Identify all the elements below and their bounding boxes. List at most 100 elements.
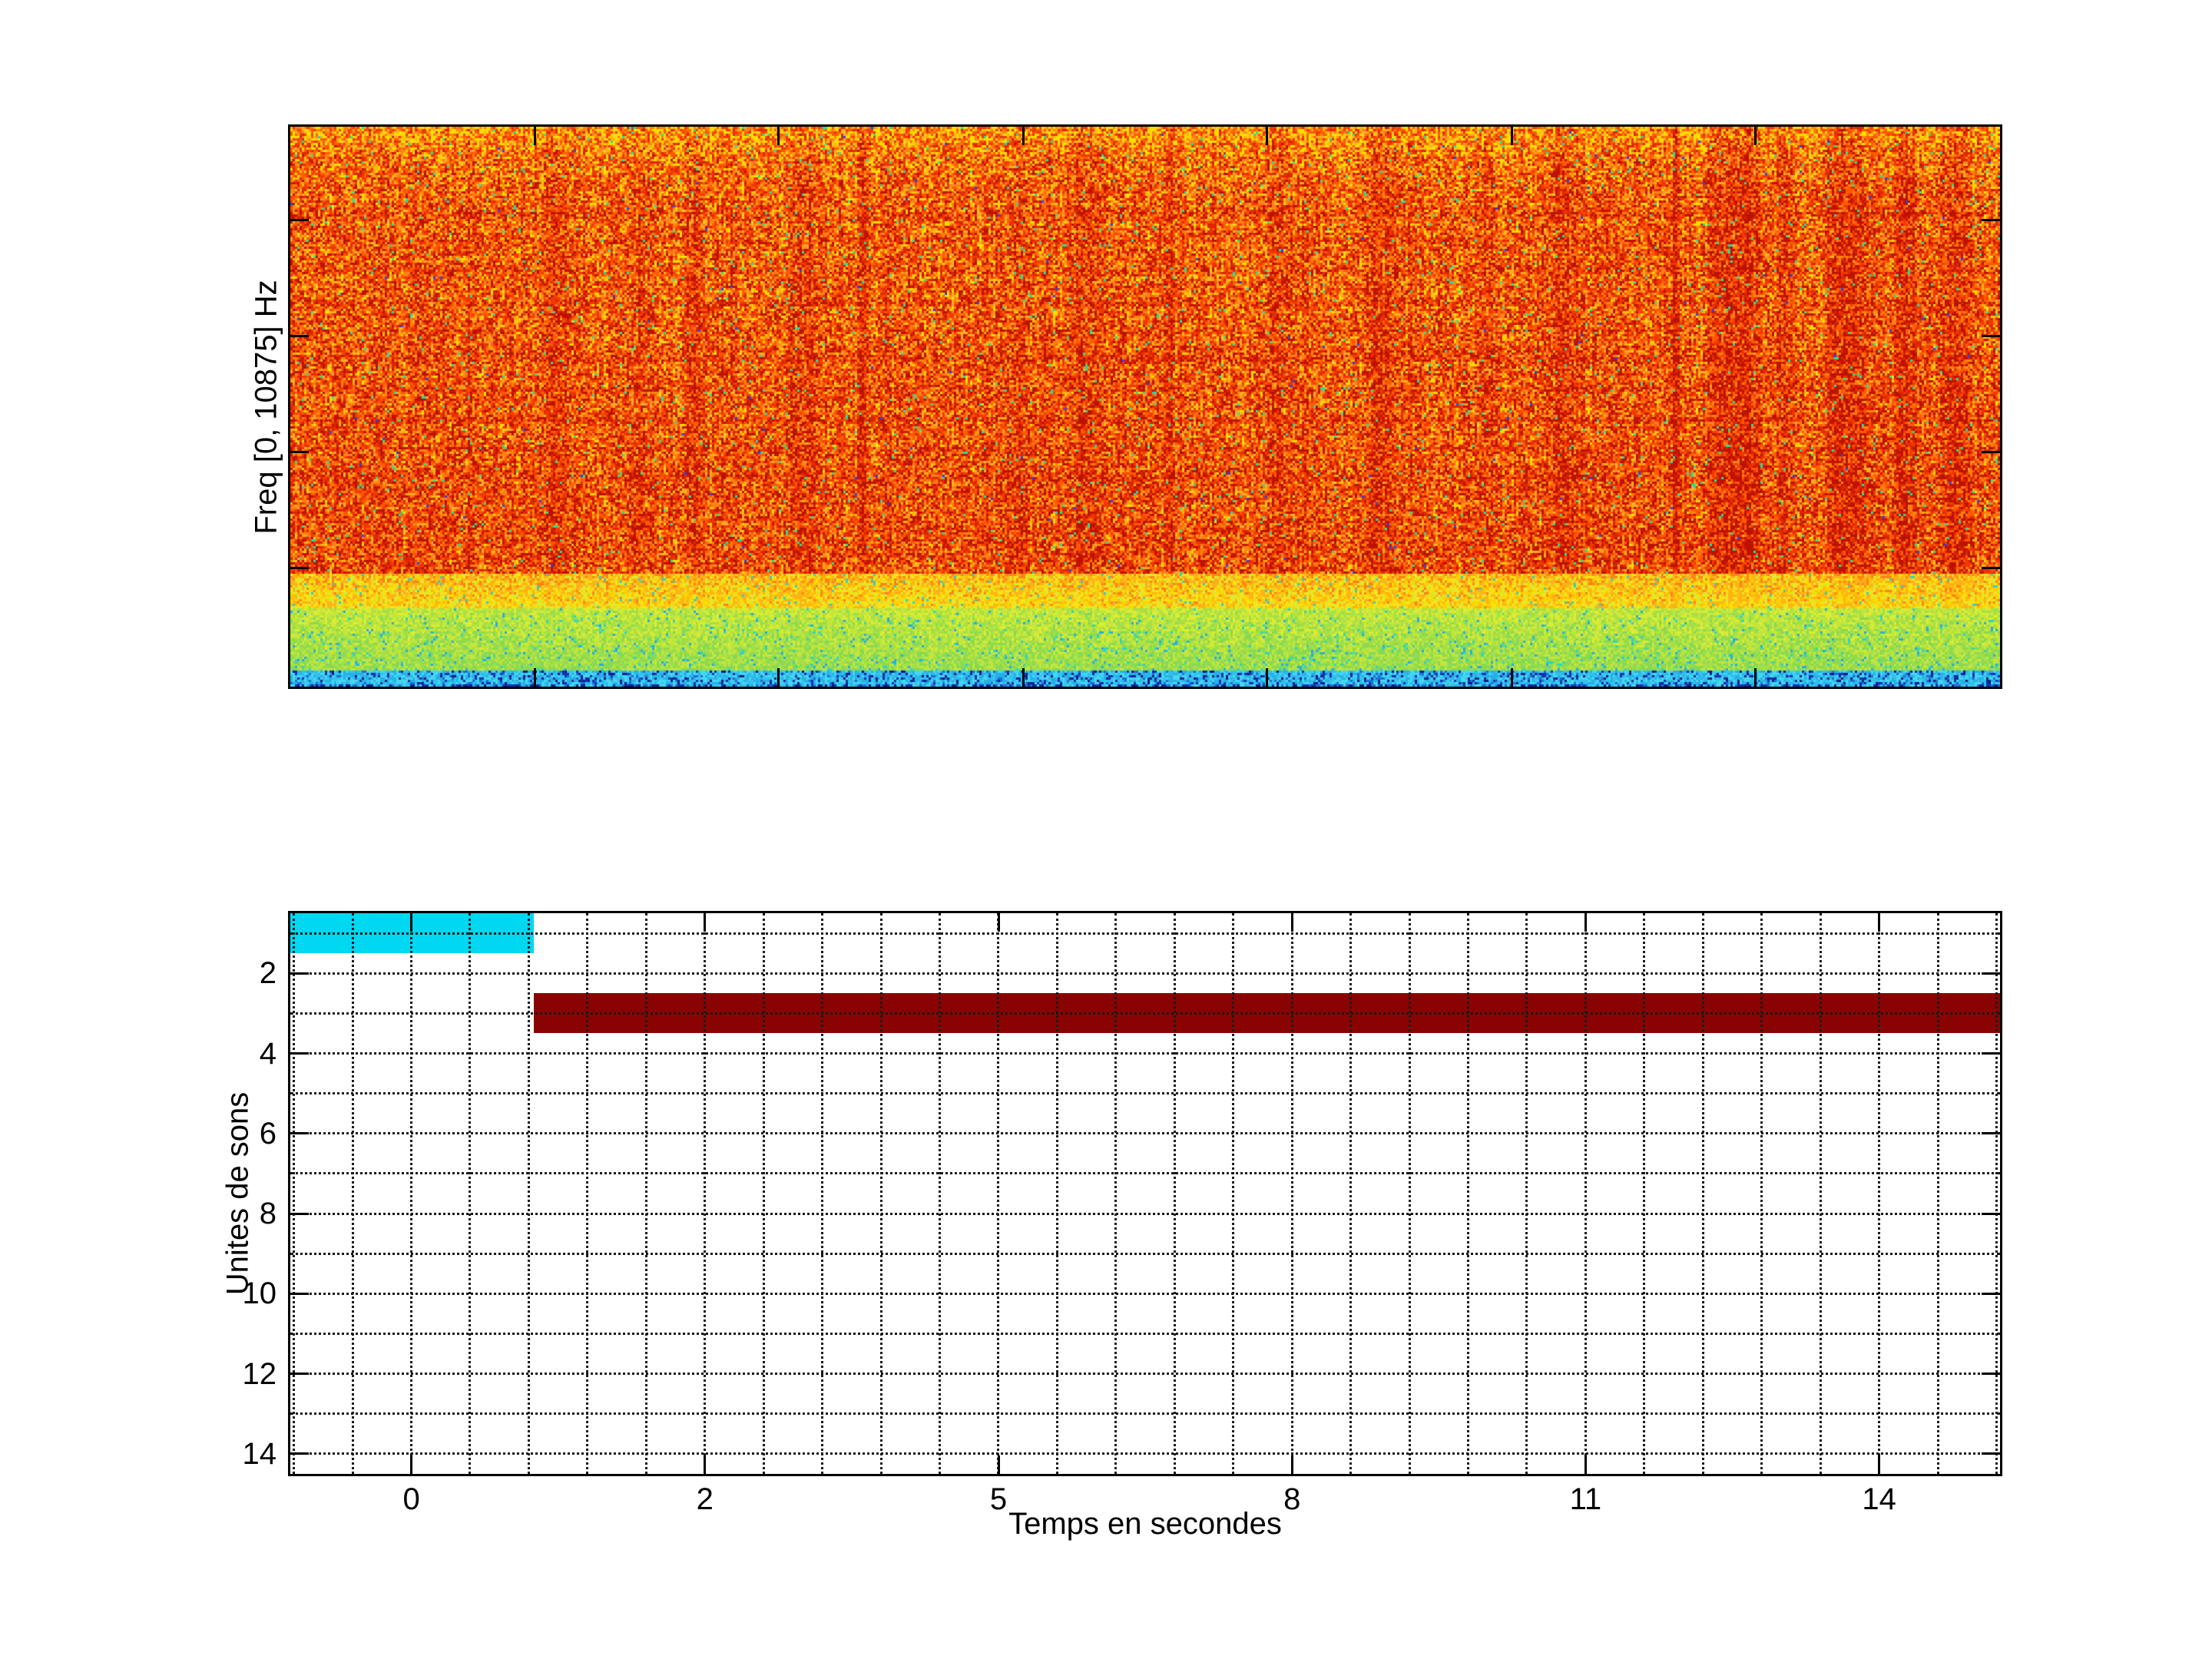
timeline-y-tick [1982, 1373, 2000, 1376]
x-tick-label-8: 8 [1283, 1482, 1301, 1516]
timeline-x-tick [997, 1455, 1000, 1474]
timeline-grid-horizontal [290, 1452, 2000, 1455]
timeline-grid-vertical [1878, 913, 1881, 1474]
timeline-grid-vertical [939, 913, 942, 1474]
timeline-grid-vertical [1525, 913, 1528, 1474]
timeline-x-tick [410, 913, 413, 932]
timeline-y-tick [290, 1052, 309, 1055]
y-tick-label-2: 2 [259, 956, 276, 991]
timeline-x-tick [410, 1455, 413, 1474]
y-tick-label-4: 4 [259, 1036, 276, 1071]
timeline-grid-vertical [1173, 913, 1176, 1474]
timeline-y-tick [1982, 1452, 2000, 1455]
spectrogram-y-tick [290, 451, 309, 454]
timeline-x-tick [1878, 913, 1881, 932]
timeline-x-tick [704, 1455, 707, 1474]
timeline-y-tick [290, 972, 309, 975]
x-tick-label-5: 5 [989, 1482, 1008, 1516]
spectrogram-y-tick [290, 219, 309, 222]
timeline-y-tick [290, 1212, 309, 1215]
timeline-grid-vertical [1701, 913, 1704, 1474]
timeline-grid-vertical [879, 913, 882, 1474]
spectrogram-x-tick [1510, 668, 1513, 687]
timeline-grid-vertical [1114, 913, 1118, 1474]
timeline-grid-vertical [410, 913, 413, 1474]
timeline-grid-vertical [1466, 913, 1469, 1474]
timeline-grid-vertical [351, 913, 354, 1474]
timeline-x-tick [704, 913, 707, 932]
timeline-y-tick [290, 1452, 309, 1455]
timeline-grid-vertical [1349, 913, 1353, 1474]
timeline-grid-horizontal [290, 1292, 2000, 1295]
spectrogram-x-tick [533, 127, 536, 145]
spectrogram-y-tick [290, 566, 309, 569]
timeline-x-tick [1584, 913, 1587, 932]
spectrogram-y-tick [1982, 335, 2000, 338]
timeline-grid-vertical [1643, 913, 1646, 1474]
timeline-x-axis-label: Temps en secondes [1008, 1507, 1282, 1541]
timeline-grid-vertical [1232, 913, 1235, 1474]
timeline-grid-vertical [1819, 913, 1822, 1474]
spectrogram-axes [288, 124, 2002, 689]
spectrogram-x-tick [1022, 668, 1025, 687]
timeline-y-tick [1982, 972, 2000, 975]
timeline-x-tick [1584, 1455, 1587, 1474]
x-tick-label-14: 14 [1862, 1482, 1896, 1516]
timeline-x-tick [1878, 1455, 1881, 1474]
y-tick-label-12: 12 [242, 1356, 277, 1391]
timeline-y-tick [1982, 1212, 2000, 1215]
spectrogram-y-tick [1982, 451, 2000, 454]
timeline-grid-vertical [469, 913, 472, 1474]
timeline-x-tick [1290, 913, 1293, 932]
timeline-grid-vertical [293, 913, 296, 1474]
x-tick-label-0: 0 [402, 1482, 420, 1516]
timeline-grid-vertical [1995, 913, 1998, 1474]
timeline-grid-vertical [527, 913, 530, 1474]
timeline-x-tick [1290, 1455, 1293, 1474]
timeline-grid-horizontal [290, 932, 2000, 935]
spectrogram-x-tick [777, 668, 780, 687]
timeline-grid-horizontal [290, 1172, 2000, 1175]
timeline-grid-vertical [997, 913, 1000, 1474]
timeline-grid-horizontal [290, 1373, 2000, 1376]
timeline-y-tick [1982, 1132, 2000, 1135]
timeline-y-tick [1982, 1292, 2000, 1295]
y-tick-label-8: 8 [259, 1197, 276, 1231]
y-tick-label-14: 14 [242, 1436, 277, 1471]
spectrogram-image [290, 127, 2000, 687]
timeline-grid-horizontal [290, 1252, 2000, 1255]
timeline-grid-horizontal [290, 1132, 2000, 1135]
timeline-grid-vertical [1936, 913, 1939, 1474]
spectrogram-x-tick [1754, 127, 1757, 145]
timeline-grid-horizontal [290, 1092, 2000, 1095]
spectrogram-x-tick [1510, 127, 1513, 145]
y-tick-label-10: 10 [242, 1277, 277, 1311]
timeline-grid-vertical [762, 913, 765, 1474]
timeline-grid-vertical [1055, 913, 1058, 1474]
spectrogram-y-tick [1982, 219, 2000, 222]
timeline-axes [288, 911, 2002, 1476]
x-tick-label-11: 11 [1569, 1482, 1602, 1516]
spectrogram-x-tick [1266, 127, 1269, 145]
spectrogram-y-tick [290, 335, 309, 338]
timeline-x-tick [997, 913, 1000, 932]
timeline-grid-horizontal [290, 1333, 2000, 1335]
y-tick-label-6: 6 [259, 1116, 276, 1151]
timeline-grid-vertical [821, 913, 824, 1474]
timeline-grid-vertical [644, 913, 647, 1474]
timeline-y-tick [290, 1373, 309, 1376]
spectrogram-x-tick [1266, 668, 1269, 687]
timeline-grid-horizontal [290, 1012, 2000, 1015]
spectrogram-x-tick [777, 127, 780, 145]
timeline-grid-horizontal [290, 1052, 2000, 1055]
timeline-grid-vertical [1408, 913, 1411, 1474]
spectrogram-x-tick [1754, 668, 1757, 687]
timeline-grid-horizontal [290, 972, 2000, 975]
timeline-grid-vertical [1584, 913, 1587, 1474]
timeline-grid-horizontal [290, 1412, 2000, 1416]
timeline-grid-vertical [704, 913, 707, 1474]
spectrogram-x-tick [1022, 127, 1025, 145]
spectrogram-y-axis-label: Freq [0, 10875] Hz [249, 280, 283, 535]
x-tick-label-2: 2 [696, 1482, 714, 1516]
